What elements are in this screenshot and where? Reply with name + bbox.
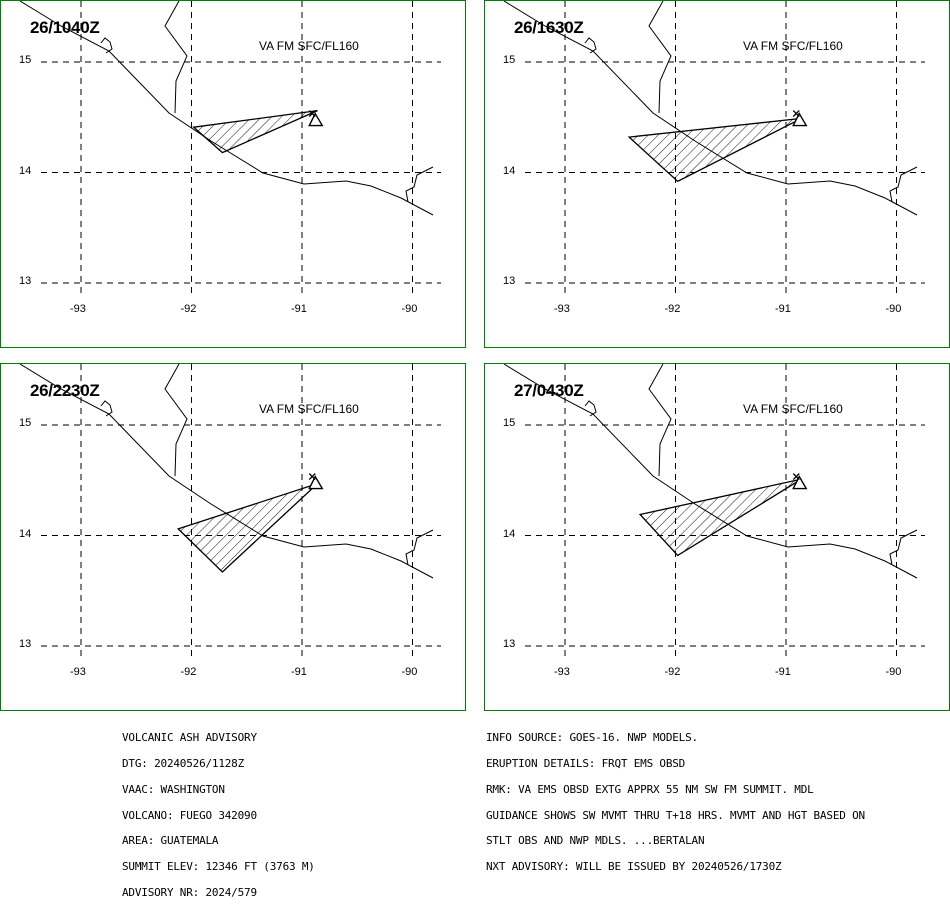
country-border	[648, 1, 672, 114]
valid-time-label: 26/1040Z	[30, 18, 100, 37]
latitude-tick-label: 14	[19, 164, 32, 177]
country-border	[405, 166, 434, 203]
longitude-tick-label: -91	[291, 666, 307, 678]
longitude-tick-label: -92	[180, 666, 197, 678]
map-canvas	[19, 364, 441, 656]
country-border	[584, 400, 597, 417]
longitude-tick-label: -90	[401, 666, 418, 678]
valid-time-label: 26/1630Z	[514, 18, 584, 37]
country-border	[889, 166, 918, 203]
latitude-tick-label: 13	[19, 275, 32, 287]
advisory-title: VOLCANIC ASH ADVISORY	[122, 731, 257, 745]
country-border	[584, 37, 597, 54]
ash-cloud-polygon	[176, 482, 318, 573]
country-border	[648, 364, 672, 477]
coastline-and-borders	[19, 364, 434, 579]
advisory-remarks-3: STLT OBS AND NWP MDLS. ...BERTALAN	[486, 834, 705, 848]
longitude-tick-label: -93	[70, 666, 86, 678]
forecast-panel-2: 26/1630Z VA FM SFC/FL160 15 14 13 -93 -92 -91 -9…	[484, 0, 950, 348]
advisory-vaac: VAAC: WASHINGTON	[122, 782, 225, 796]
map-canvas	[503, 364, 925, 656]
latitude-tick-label: 15	[19, 417, 32, 429]
country-border	[100, 400, 113, 417]
advisory-dtg: DTG: 20240526/1128Z	[122, 756, 245, 770]
advisory-volcano: VOLCANO: FUEGO 342090	[122, 808, 257, 822]
advisory-remarks-2: GUIDANCE SHOWS SW MVMT THRU T+18 HRS. MV…	[486, 808, 865, 822]
forecast-panel-3: 26/2230Z VA FM SFC/FL160 15 14 13 -93 -92 -91 -9…	[0, 363, 466, 711]
longitude-tick-label: -90	[885, 666, 902, 678]
country-border	[889, 529, 918, 566]
longitude-tick-label: -91	[775, 666, 791, 678]
latitude-tick-label: 15	[503, 54, 516, 66]
latitude-tick-label: 15	[19, 54, 32, 66]
flight-level-label: VA FM SFC/FL160	[743, 402, 843, 416]
volcano-icon	[308, 473, 324, 490]
latitude-tick-label: 13	[19, 638, 32, 650]
coastline-and-borders	[503, 364, 918, 579]
coastline	[503, 1, 918, 216]
coastline	[19, 364, 434, 579]
longitude-tick-label: -93	[554, 303, 570, 315]
advisory-eruption-details: ERUPTION DETAILS: FRQT EMS OBSD	[486, 756, 686, 770]
advisory-area: AREA: GUATEMALA	[122, 834, 219, 848]
latitude-tick-label: 14	[19, 527, 32, 540]
coastline	[19, 1, 434, 216]
map-canvas	[19, 1, 441, 293]
advisory-next: NXT ADVISORY: WILL BE ISSUED BY 20240526…	[486, 860, 782, 874]
longitude-tick-label: -91	[291, 303, 307, 315]
advisory-remarks-1: RMK: VA EMS OBSD EXTG APPRX 55 NM SW FM …	[486, 782, 814, 796]
forecast-panel-1: 26/1040Z VA FM SFC/FL160 15 14 13 -93 -92 -91 -9…	[0, 0, 466, 348]
longitude-tick-label: -91	[775, 303, 791, 315]
advisory-details-block: INFO SOURCE: GOES-16. NWP MODELS. ERUPTI…	[486, 717, 865, 880]
country-border	[405, 529, 434, 566]
advisory-info-source: INFO SOURCE: GOES-16. NWP MODELS.	[486, 731, 698, 745]
coastline-and-borders	[503, 1, 918, 216]
longitude-tick-label: -92	[180, 303, 197, 315]
country-border	[164, 1, 188, 114]
ash-cloud-polygon	[627, 117, 802, 183]
longitude-tick-label: -90	[401, 303, 418, 315]
ash-cloud-polygon	[638, 478, 802, 557]
longitude-tick-label: -92	[664, 666, 681, 678]
longitude-tick-label: -93	[554, 666, 570, 678]
longitude-tick-label: -93	[70, 303, 86, 315]
latitude-tick-label: 14	[503, 164, 516, 177]
latitude-tick-label: 13	[503, 275, 516, 287]
coastline	[503, 364, 918, 579]
flight-level-label: VA FM SFC/FL160	[743, 39, 843, 53]
advisory-summit-elev: SUMMIT ELEV: 12346 FT (3763 M)	[122, 860, 315, 874]
latitude-tick-label: 14	[503, 527, 516, 540]
ash-cloud-polygon	[192, 109, 318, 154]
map-canvas	[503, 1, 925, 293]
latitude-tick-label: 13	[503, 638, 516, 650]
longitude-tick-label: -92	[664, 303, 681, 315]
volcano-icon	[792, 473, 808, 490]
longitude-tick-label: -90	[885, 303, 902, 315]
volcano-icon	[792, 110, 808, 127]
flight-level-label: VA FM SFC/FL160	[259, 402, 359, 416]
graticule	[41, 1, 441, 293]
volcano-icon	[308, 110, 324, 127]
country-border	[164, 364, 188, 477]
valid-time-label: 27/0430Z	[514, 381, 584, 400]
valid-time-label: 26/2230Z	[30, 381, 100, 400]
graticule	[525, 1, 925, 293]
flight-level-label: VA FM SFC/FL160	[259, 39, 359, 53]
forecast-panel-4: 27/0430Z VA FM SFC/FL160 15 14 13 -93 -92 -91 -9…	[484, 363, 950, 711]
latitude-tick-label: 15	[503, 417, 516, 429]
coastline-and-borders	[19, 1, 434, 216]
country-border	[100, 37, 113, 54]
advisory-number: ADVISORY NR: 2024/579	[122, 885, 257, 899]
